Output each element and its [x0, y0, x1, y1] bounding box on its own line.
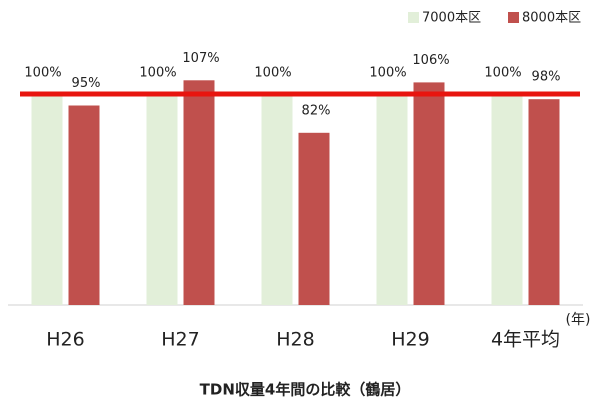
- bar: [261, 95, 293, 305]
- bar: [68, 105, 100, 305]
- value-label: 100%: [254, 66, 291, 81]
- value-label: 95%: [72, 76, 101, 91]
- bar: [413, 82, 445, 306]
- value-label: 100%: [369, 66, 406, 81]
- bar: [298, 132, 330, 305]
- bar: [528, 99, 560, 305]
- x-axis-label: (年): [566, 312, 591, 328]
- value-label: 100%: [484, 66, 521, 81]
- x-tick-label: 4年平均: [491, 329, 560, 351]
- legend-label: 7000本区: [422, 11, 481, 26]
- bar: [491, 95, 523, 305]
- value-label: 100%: [24, 66, 61, 81]
- bar: [31, 95, 63, 305]
- bar: [183, 80, 215, 305]
- x-tick-label: H29: [391, 329, 429, 351]
- legend-label: 8000本区: [522, 11, 581, 26]
- x-tick-label: H26: [46, 329, 84, 351]
- value-label: 100%: [139, 66, 176, 81]
- value-label: 106%: [412, 53, 449, 68]
- legend-swatch: [508, 12, 519, 23]
- x-tick-label: H28: [276, 329, 314, 351]
- legend-swatch: [408, 12, 419, 23]
- bar: [146, 95, 178, 305]
- value-label: 98%: [532, 70, 561, 85]
- bar: [376, 95, 408, 305]
- chart-title: TDN収量4年間の比較（鶴居）: [200, 381, 411, 399]
- value-label: 107%: [182, 51, 219, 66]
- value-label: 82%: [302, 103, 331, 118]
- x-tick-label: H27: [161, 329, 199, 351]
